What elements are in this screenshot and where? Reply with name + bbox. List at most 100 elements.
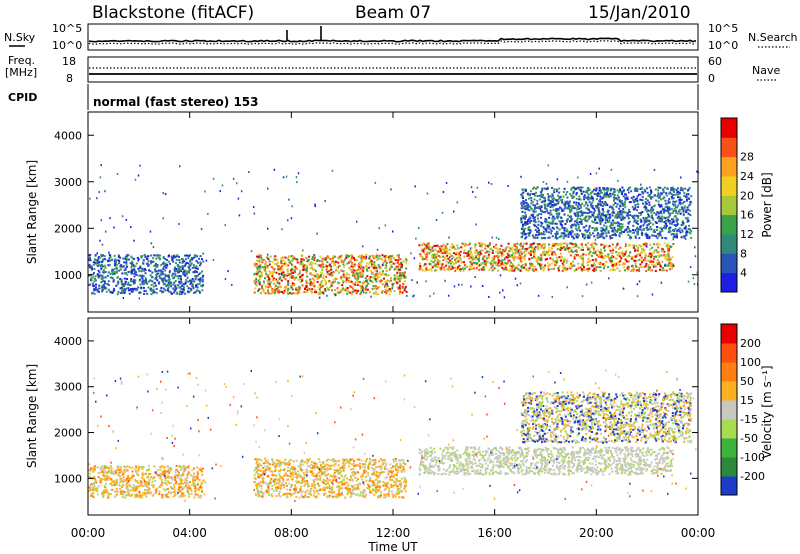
echo-cell	[259, 263, 262, 266]
echo-cell	[590, 197, 593, 200]
echo-cell	[101, 254, 104, 257]
echo-cell	[549, 206, 552, 208]
echo-cell	[457, 255, 460, 257]
echo-cell	[424, 254, 427, 257]
echo-cell	[166, 259, 168, 261]
echo-cell	[267, 227, 269, 230]
echo-cell	[546, 186, 549, 189]
echo-cell	[428, 252, 431, 255]
echo-cell	[495, 255, 498, 258]
echo-cell	[161, 278, 164, 281]
echo-cell	[366, 288, 369, 291]
echo-cell	[309, 267, 312, 269]
echo-cell	[163, 277, 166, 280]
echo-cell	[582, 257, 584, 260]
echo-cell	[272, 267, 275, 270]
echo-cell	[528, 220, 531, 223]
echo-cell	[591, 207, 594, 209]
echo-cell	[662, 191, 665, 194]
echo-cell	[688, 197, 691, 200]
echo-cell	[596, 221, 599, 224]
echo-cell	[600, 197, 603, 200]
echo-cell	[593, 262, 596, 265]
echo-cell	[305, 265, 308, 268]
echo-cell	[694, 255, 697, 258]
echo-cell	[444, 245, 447, 248]
echo-cell	[189, 254, 191, 257]
echo-cell	[162, 290, 165, 293]
echo-cell	[682, 214, 685, 217]
echo-cell	[160, 272, 163, 275]
echo-cell	[568, 201, 571, 204]
echo-cell	[480, 263, 482, 266]
echo-cell	[277, 268, 279, 271]
echo-cell	[104, 258, 107, 261]
echo-cell	[620, 227, 623, 230]
echo-cell	[476, 262, 479, 264]
echo-cell	[519, 282, 522, 285]
echo-cell	[612, 263, 615, 266]
echo-cell	[390, 260, 393, 263]
echo-cell	[437, 258, 439, 261]
echo-cell	[495, 243, 498, 246]
echo-cell	[686, 193, 688, 196]
echo-cell	[481, 249, 484, 252]
echo-cell	[653, 231, 656, 233]
echo-cell	[108, 254, 111, 256]
echo-cell	[143, 269, 146, 272]
echo-cell	[362, 256, 365, 259]
echo-cell	[169, 262, 171, 265]
echo-cell	[280, 260, 282, 263]
echo-cell	[607, 246, 610, 249]
echo-cell	[357, 264, 360, 267]
echo-cell	[175, 268, 178, 270]
echo-cell	[104, 190, 106, 193]
echo-cell	[664, 217, 667, 220]
echo-cell	[418, 244, 421, 247]
echo-cell	[118, 259, 121, 262]
echo-cell	[497, 248, 500, 251]
echo-cell	[381, 258, 384, 261]
echo-cell	[164, 289, 167, 292]
echo-cell	[200, 470, 203, 473]
echo-cell	[357, 276, 360, 278]
echo-cell	[644, 244, 647, 247]
echo-cell	[545, 229, 548, 232]
echo-cell	[569, 211, 572, 214]
echo-cell	[581, 232, 583, 235]
echo-cell	[652, 205, 655, 208]
echo-cell	[292, 275, 295, 278]
echo-cell	[144, 277, 147, 280]
echo-cell	[379, 273, 382, 276]
echo-cell	[617, 222, 620, 225]
echo-cell	[204, 190, 206, 193]
echo-cell	[152, 246, 155, 249]
echo-cell	[149, 279, 152, 282]
echo-cell	[375, 280, 378, 283]
echo-cell	[634, 198, 637, 201]
echo-cell	[534, 246, 537, 249]
echo-cell	[623, 269, 626, 272]
echo-cell	[438, 262, 441, 265]
echo-cell	[555, 199, 558, 201]
echo-cell	[351, 263, 354, 265]
echo-cell	[185, 258, 187, 261]
echo-cell	[568, 220, 571, 223]
echo-cell	[578, 207, 581, 210]
echo-cell	[400, 276, 403, 278]
echo-cell	[524, 227, 527, 230]
echo-cell	[556, 230, 559, 233]
echo-cell	[175, 254, 178, 257]
echo-cell	[117, 282, 120, 285]
echo-cell	[551, 217, 554, 220]
echo-cell	[634, 229, 637, 232]
echo-cell	[676, 193, 679, 196]
echo-cell	[405, 290, 408, 293]
echo-cell	[511, 253, 514, 256]
echo-cell	[109, 259, 112, 262]
echo-cell	[667, 200, 670, 203]
echo-cell	[303, 291, 306, 294]
echo-cell	[160, 289, 163, 292]
echo-cell	[178, 471, 180, 474]
echo-cell	[542, 265, 545, 268]
